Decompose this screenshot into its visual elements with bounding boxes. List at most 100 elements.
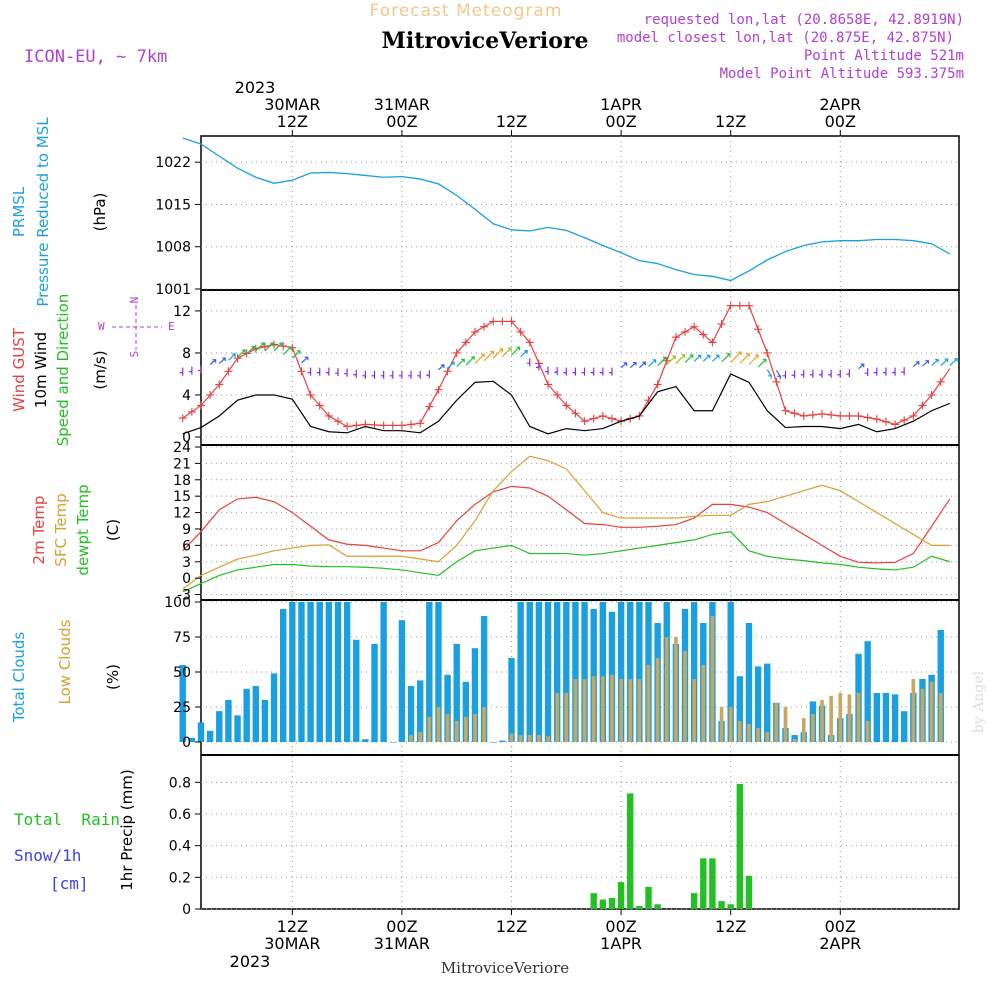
low-cloud-bar bbox=[601, 676, 605, 742]
total-cloud-bar bbox=[316, 602, 323, 742]
low-cloud-bar bbox=[756, 728, 760, 742]
wind-label-10m: 10m Wind bbox=[32, 332, 50, 408]
total-cloud-bar bbox=[261, 700, 269, 742]
low-cloud-bar bbox=[701, 665, 706, 742]
total-cloud-bar bbox=[252, 686, 259, 742]
total-cloud-bar bbox=[444, 674, 451, 742]
low-cloud-bar bbox=[737, 721, 742, 742]
low-cloud-bar bbox=[838, 693, 843, 742]
gust-marker bbox=[781, 406, 790, 415]
wind-direction-arrow bbox=[483, 350, 494, 362]
low-cloud-bar bbox=[747, 723, 751, 742]
gust-marker bbox=[936, 377, 945, 386]
total-cloud-bar bbox=[225, 700, 232, 742]
gust-marker bbox=[498, 317, 507, 326]
wind-direction-arrow bbox=[748, 354, 759, 365]
total-cloud-bar bbox=[581, 602, 588, 742]
total-cloud-bar bbox=[544, 602, 552, 742]
low-cloud-bar bbox=[655, 658, 660, 742]
low-cloud-bar bbox=[582, 679, 587, 742]
low-cloud-bar bbox=[555, 693, 559, 742]
y-tick-label: 1001 bbox=[155, 282, 191, 298]
total-cloud-bar bbox=[864, 641, 871, 742]
total-cloud-bar bbox=[508, 658, 515, 742]
precip-bar bbox=[599, 899, 607, 909]
wind-direction-arrow bbox=[511, 346, 521, 356]
total-cloud-bar bbox=[188, 737, 196, 742]
temp-unit: (C) bbox=[104, 519, 122, 541]
gust-marker bbox=[224, 367, 233, 376]
total-cloud-bar bbox=[298, 602, 305, 742]
low-cloud-bar bbox=[911, 679, 916, 742]
low-cloud-bar bbox=[537, 735, 541, 742]
top-date-label: 2APR bbox=[819, 95, 861, 114]
bottom-date-label: 1APR bbox=[600, 934, 642, 953]
y-tick-label: 6 bbox=[182, 538, 191, 554]
temp-sfc-line bbox=[182, 455, 950, 590]
gust-marker bbox=[580, 417, 589, 426]
pressure-label-msl: Pressure Reduced to MSL bbox=[34, 117, 52, 307]
total-cloud-bar bbox=[891, 694, 899, 742]
wind-direction-arrow bbox=[426, 370, 430, 379]
low-cloud-bar bbox=[920, 688, 925, 742]
gust-marker bbox=[187, 407, 196, 416]
wind-direction-arrow bbox=[353, 369, 357, 378]
low-cloud-bar bbox=[783, 707, 788, 742]
low-cloud-bar bbox=[865, 721, 870, 742]
wind-direction-arrow bbox=[620, 362, 628, 369]
y-tick-label: 25 bbox=[173, 700, 191, 716]
y-tick-label: 75 bbox=[173, 630, 191, 646]
y-tick-label: 24 bbox=[173, 440, 191, 456]
total-cloud-bar bbox=[307, 602, 314, 742]
wind-direction-arrow bbox=[417, 370, 421, 379]
gust-marker bbox=[854, 411, 863, 420]
wind-unit: (m/s) bbox=[91, 350, 109, 389]
gust-marker bbox=[306, 390, 315, 399]
gust-marker bbox=[772, 377, 781, 386]
wind-direction-arrow bbox=[246, 345, 256, 355]
total-cloud-bar bbox=[206, 730, 214, 742]
gust-marker bbox=[324, 411, 333, 420]
gust-marker bbox=[918, 401, 927, 410]
precip-label-snow: Snow/1h bbox=[14, 846, 81, 865]
total-cloud-bar bbox=[353, 639, 360, 742]
wind-direction-arrow bbox=[291, 350, 301, 359]
page-title: MitroviceVeriore bbox=[382, 28, 589, 54]
low-cloud-bar bbox=[619, 679, 623, 742]
low-cloud-bar bbox=[929, 681, 934, 742]
precip-bar bbox=[736, 783, 744, 909]
cloud-unit: (%) bbox=[104, 664, 122, 690]
bottom-date-label: 31MAR bbox=[374, 934, 430, 953]
total-cloud-bar bbox=[764, 663, 771, 742]
wind-direction-arrow bbox=[255, 342, 265, 352]
gust-marker bbox=[735, 301, 744, 310]
gust-marker bbox=[370, 420, 379, 429]
gust-marker bbox=[726, 301, 735, 310]
top-year: 2023 bbox=[235, 78, 276, 97]
compass-s: S bbox=[128, 351, 141, 358]
total-cloud-bar bbox=[471, 648, 479, 742]
low-cloud-bar bbox=[436, 707, 441, 742]
wind-direction-arrow bbox=[940, 358, 949, 366]
wind-direction-arrow bbox=[837, 369, 841, 378]
total-cloud-bar bbox=[563, 602, 570, 742]
wind-direction-arrow bbox=[389, 370, 394, 379]
y-tick-label: 9 bbox=[182, 522, 191, 538]
bottom-date-label: 2APR bbox=[819, 934, 861, 953]
wind-direction-arrow bbox=[638, 361, 646, 369]
precip-bar bbox=[718, 901, 725, 909]
gust-marker bbox=[662, 356, 671, 365]
gust-marker bbox=[315, 401, 324, 410]
total-cloud-bar bbox=[791, 735, 798, 742]
low-cloud-bar bbox=[564, 693, 569, 742]
wind-direction-arrow bbox=[227, 353, 236, 361]
gust-marker bbox=[717, 320, 726, 329]
low-cloud-bar bbox=[637, 679, 642, 742]
gust-marker bbox=[827, 410, 836, 419]
wind-direction-arrow bbox=[931, 358, 939, 366]
supertitle: Forecast Meteogram bbox=[370, 1, 563, 21]
wind-direction-arrow bbox=[675, 354, 686, 364]
precip-bar bbox=[608, 897, 616, 909]
gust-marker bbox=[215, 380, 224, 389]
